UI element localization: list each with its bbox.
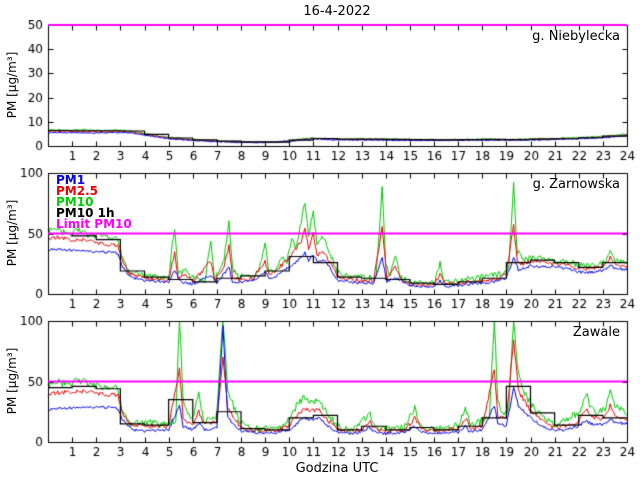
y-axis-label-middle: PM [µg/m³] — [5, 199, 19, 267]
legend-item-pm25: PM2.5 — [56, 184, 98, 198]
plot-canvas-niebylecka — [0, 20, 640, 168]
x-axis-label: Godzina UTC — [295, 461, 379, 476]
chart-title: 16-4-2022 — [303, 4, 371, 19]
legend-item-pm10-1h: PM10 1h — [56, 206, 115, 220]
plot-canvas-zarnowska — [0, 168, 640, 316]
legend-item-pm10: PM10 — [56, 195, 94, 209]
station-label-niebylecka: g. Niebylecka — [532, 29, 620, 44]
station-label-zarnowska: g. Zarnowska — [532, 177, 620, 192]
y-axis-label-top: PM [µg/m³] — [5, 51, 19, 119]
legend-item-limit-pm10: Limit PM10 — [56, 217, 132, 231]
legend: PM1 PM2.5 PM10 PM10 1h Limit PM10 — [56, 173, 132, 231]
station-label-zawale: Zawale — [572, 325, 620, 340]
plot-canvas-zawale — [0, 316, 640, 464]
y-axis-label-bottom: PM [µg/m³] — [5, 347, 19, 415]
legend-item-pm1: PM1 — [56, 173, 86, 187]
